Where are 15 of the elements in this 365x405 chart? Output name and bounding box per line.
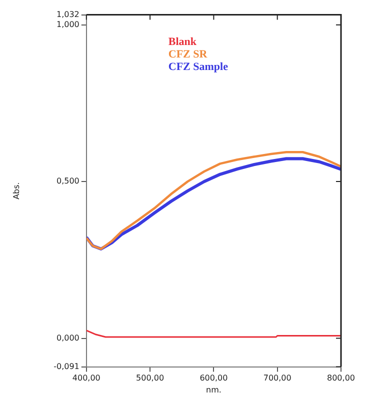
text: CFZ Sample [168, 61, 228, 74]
x-tick-label: 600,00 [200, 374, 228, 383]
text: CFZ SR [168, 48, 208, 61]
y-tick-label: 0,500 [56, 176, 80, 186]
y-axis-title: Abs. [12, 182, 21, 200]
x-axis-title: nm. [206, 385, 222, 394]
x-tick-label: 500,00 [136, 374, 164, 383]
x-tick-label: 400,00 [72, 374, 100, 383]
x-tick-label: 700,00 [263, 374, 292, 383]
y-tick-label: 1,000 [56, 20, 80, 29]
y-tick-label: -0,091 [54, 362, 80, 371]
text: Blank [168, 36, 198, 48]
y-tick-label: 1,032 [56, 10, 80, 19]
y-tick-label: 0,000 [56, 333, 80, 342]
x-tick-label: 800,00 [327, 374, 356, 383]
